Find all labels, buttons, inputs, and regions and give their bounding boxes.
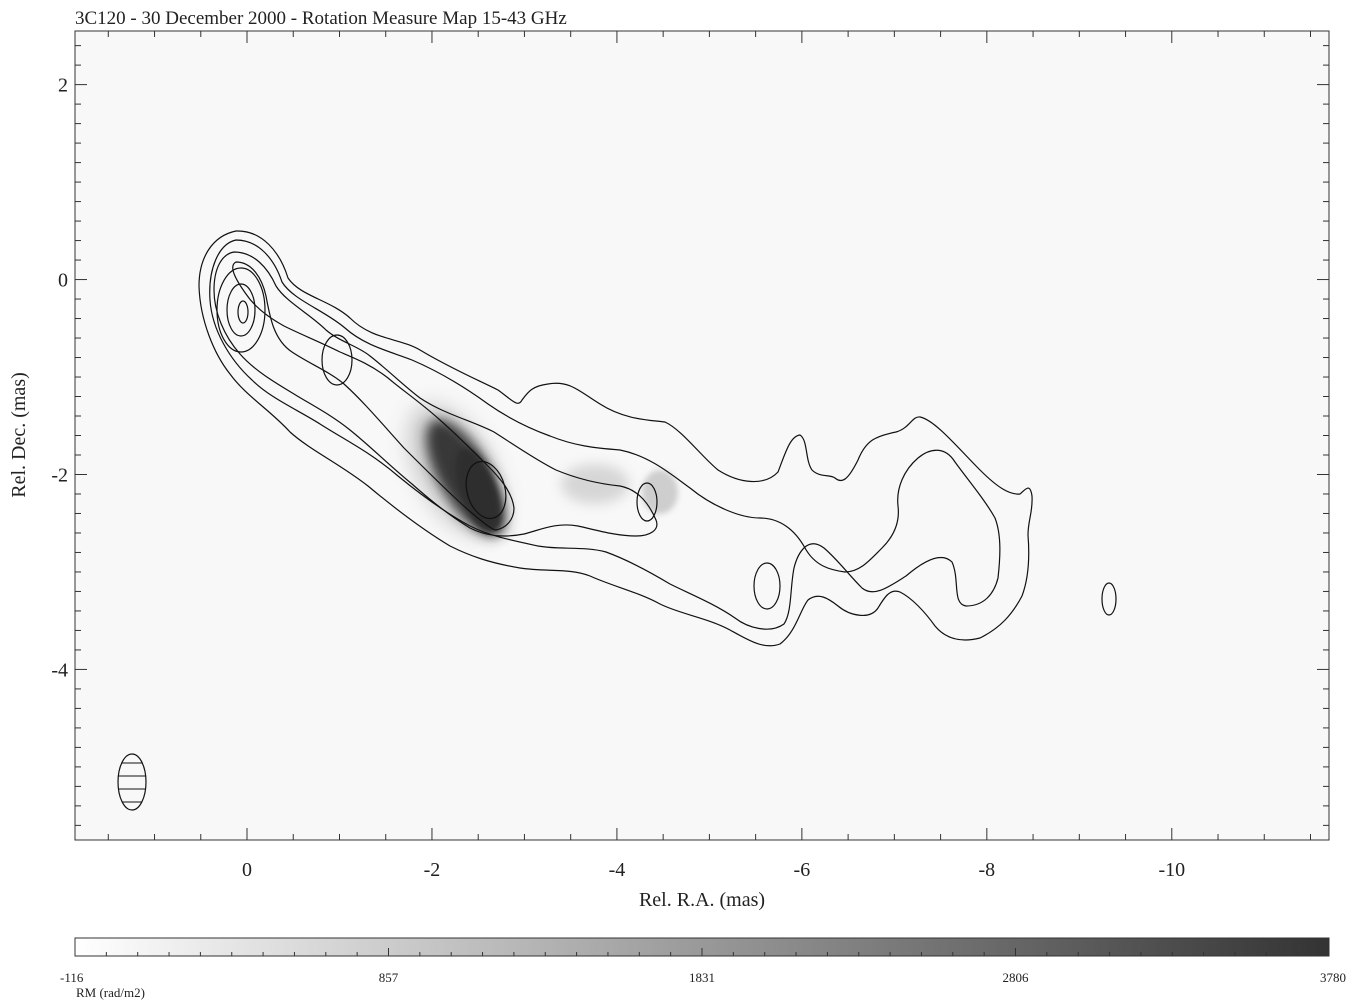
contour-level-2 xyxy=(209,239,1001,630)
colorbar-tick-label: 857 xyxy=(379,970,399,985)
x-tick-label: -6 xyxy=(794,859,811,881)
rm-faint-region-b xyxy=(642,470,678,514)
y-tick-label: -2 xyxy=(51,464,68,486)
contour-knot-2 xyxy=(465,460,507,520)
colorbar-tick-label: 3780 xyxy=(1320,970,1346,985)
colorbar-ticks xyxy=(74,948,1330,956)
colorbar-tick-labels: -116 857 1831 2806 3780 xyxy=(60,970,1346,985)
contour-core-mid xyxy=(226,283,256,337)
colorbar-tick-label: -116 xyxy=(60,970,84,985)
contour-core-inner xyxy=(237,300,249,324)
y-axis-tick-labels: 2 0 -2 -4 xyxy=(51,75,68,682)
x-tick-label: -10 xyxy=(1158,859,1185,881)
rm-peak-core xyxy=(455,448,501,532)
contour-level-3 xyxy=(213,251,658,537)
colorbar-tick-label: 2806 xyxy=(1003,970,1030,985)
contour-knot-3 xyxy=(636,482,658,522)
y-tick-label: -4 xyxy=(51,659,68,681)
rm-faint-region-a xyxy=(561,464,629,504)
colorbar-label: RM (rad/m2) xyxy=(76,985,145,1000)
contour-outer xyxy=(198,230,1033,647)
colorbar-tick-label: 1831 xyxy=(689,970,715,985)
intensity-contours xyxy=(198,230,1117,647)
contour-level-4 xyxy=(232,261,515,531)
x-tick-label: -2 xyxy=(424,859,441,881)
plot-area xyxy=(74,30,1330,841)
contour-knot-5 xyxy=(1101,582,1117,616)
y-axis-ticks xyxy=(75,45,1329,826)
x-axis-tick-labels: 0 -2 -4 -6 -8 -10 xyxy=(242,859,1185,881)
contour-knot-4 xyxy=(753,562,781,610)
x-tick-label: 0 xyxy=(242,859,252,881)
x-tick-label: -8 xyxy=(978,859,995,881)
contour-core-outer xyxy=(216,267,266,353)
x-axis-ticks xyxy=(107,31,1312,840)
y-tick-label: 0 xyxy=(58,270,68,292)
y-tick-label: 2 xyxy=(58,75,68,97)
chart-title: 3C120 - 30 December 2000 - Rotation Meas… xyxy=(75,8,567,29)
x-tick-label: -4 xyxy=(609,859,626,881)
x-axis-label: Rel. R.A. (mas) xyxy=(639,889,765,911)
rm-image-layer xyxy=(407,403,678,537)
contour-knot-1 xyxy=(321,334,353,386)
y-axis-label: Rel. Dec. (mas) xyxy=(8,372,30,498)
